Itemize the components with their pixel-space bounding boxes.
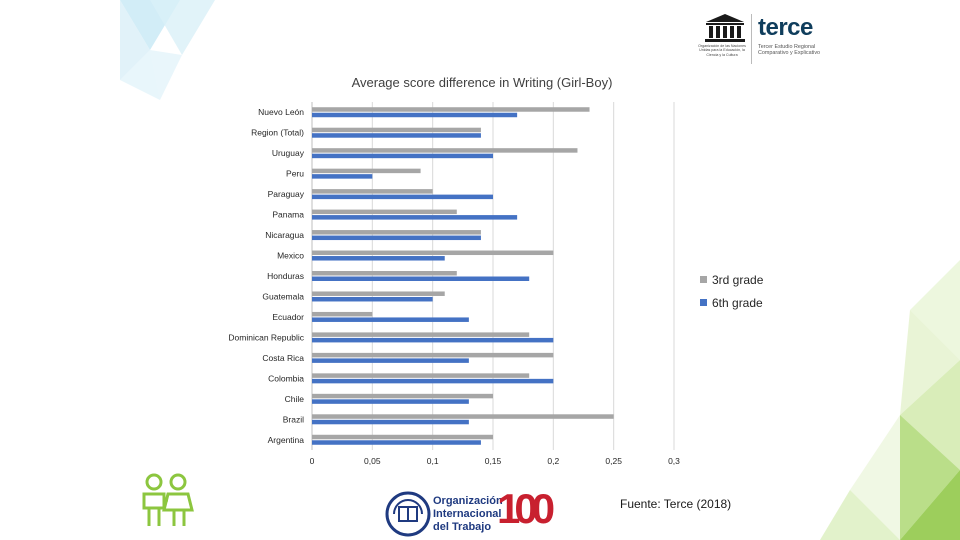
oit-name: Organización Internacional del Trabajo — [433, 495, 503, 534]
category-label: Uruguay — [272, 148, 305, 158]
bar-6th-grade — [312, 133, 481, 138]
category-label: Region (Total) — [251, 128, 304, 138]
category-label: Ecuador — [272, 312, 304, 322]
category-label: Mexico — [277, 251, 304, 261]
bar-3rd-grade — [312, 434, 493, 440]
bar-3rd-grade — [312, 373, 530, 378]
bar-6th-grade — [312, 112, 518, 118]
bar-3rd-grade — [312, 414, 614, 419]
x-tick-label: 0,2 — [547, 456, 559, 466]
category-label: Nicaragua — [265, 230, 304, 240]
bar-6th-grade — [312, 440, 481, 445]
bar-3rd-grade — [312, 352, 554, 358]
source-note: Fuente: Terce (2018) — [620, 497, 732, 511]
bar-6th-grade — [312, 215, 518, 220]
terce-subtitle: Tercer Estudio Regional Comparativo y Ex… — [758, 44, 821, 57]
bar-6th-grade — [312, 194, 493, 200]
legend-item-6th: 6th grade — [700, 291, 763, 314]
bar-3rd-grade — [312, 332, 530, 337]
bar-3rd-grade — [312, 148, 578, 153]
bar-6th-grade — [312, 317, 469, 322]
bar-3rd-grade — [312, 189, 433, 194]
bar-3rd-grade — [312, 311, 373, 317]
bar-3rd-grade — [312, 250, 554, 256]
children-icon — [142, 473, 194, 526]
decor-top-left — [120, 0, 215, 100]
legend-item-3rd: 3rd grade — [700, 268, 763, 291]
x-tick-label: 0,25 — [605, 456, 622, 466]
oit-globe-logo — [385, 491, 431, 537]
category-label: Paraguay — [268, 189, 305, 199]
bar-6th-grade — [312, 174, 373, 179]
oit-name-text: Organización Internacional del Trabajo — [433, 495, 503, 533]
bar-6th-grade — [312, 256, 445, 261]
bar-3rd-grade — [312, 209, 457, 215]
bar-3rd-grade — [312, 393, 493, 399]
bar-6th-grade — [312, 337, 554, 343]
unesco-text: Organización de las Naciones Unidas para… — [698, 44, 746, 57]
category-label: Chile — [285, 394, 305, 404]
x-tick-label: 0 — [310, 456, 315, 466]
bar-3rd-grade — [312, 291, 445, 296]
bar-6th-grade — [312, 399, 469, 404]
category-label: Peru — [286, 169, 304, 179]
legend-swatch-6th — [700, 299, 707, 306]
bar-3rd-grade — [312, 107, 590, 112]
unesco-temple-logo — [705, 14, 745, 42]
category-label: Nuevo León — [258, 107, 304, 117]
bar-6th-grade — [312, 358, 469, 363]
bar-6th-grade — [312, 235, 481, 241]
bar-6th-grade — [312, 419, 469, 425]
category-label: Guatemala — [262, 291, 304, 301]
bar-6th-grade — [312, 378, 554, 384]
category-label: Panama — [272, 210, 304, 220]
legend-swatch-3rd — [700, 276, 707, 283]
bar-3rd-grade — [312, 230, 481, 235]
bar-6th-grade — [312, 276, 530, 281]
oit-100-logo: 100 — [497, 485, 555, 532]
category-label: Honduras — [267, 271, 304, 281]
bar-3rd-grade — [312, 271, 457, 276]
category-label: Argentina — [268, 435, 305, 445]
bar-6th-grade — [312, 296, 433, 302]
bar-3rd-grade — [312, 168, 421, 174]
decor-bottom-right — [820, 260, 960, 540]
legend: 3rd grade 6th grade — [700, 268, 763, 314]
x-tick-label: 0,05 — [364, 456, 381, 466]
chart-title: Average score difference in Writing (Gir… — [351, 75, 613, 90]
category-label: Costa Rica — [262, 353, 304, 363]
x-tick-label: 0,15 — [485, 456, 502, 466]
x-tick-label: 0,3 — [668, 456, 680, 466]
bar-6th-grade — [312, 153, 493, 159]
logo-divider — [751, 14, 752, 64]
category-label: Colombia — [268, 373, 304, 383]
legend-label-3rd: 3rd grade — [712, 272, 764, 287]
legend-label-6th: 6th grade — [712, 295, 763, 310]
category-label: Dominican Republic — [228, 332, 304, 342]
terce-logo: terce — [758, 14, 813, 41]
category-label: Brazil — [283, 414, 304, 424]
bar-3rd-grade — [312, 127, 481, 133]
x-tick-label: 0,1 — [427, 456, 439, 466]
